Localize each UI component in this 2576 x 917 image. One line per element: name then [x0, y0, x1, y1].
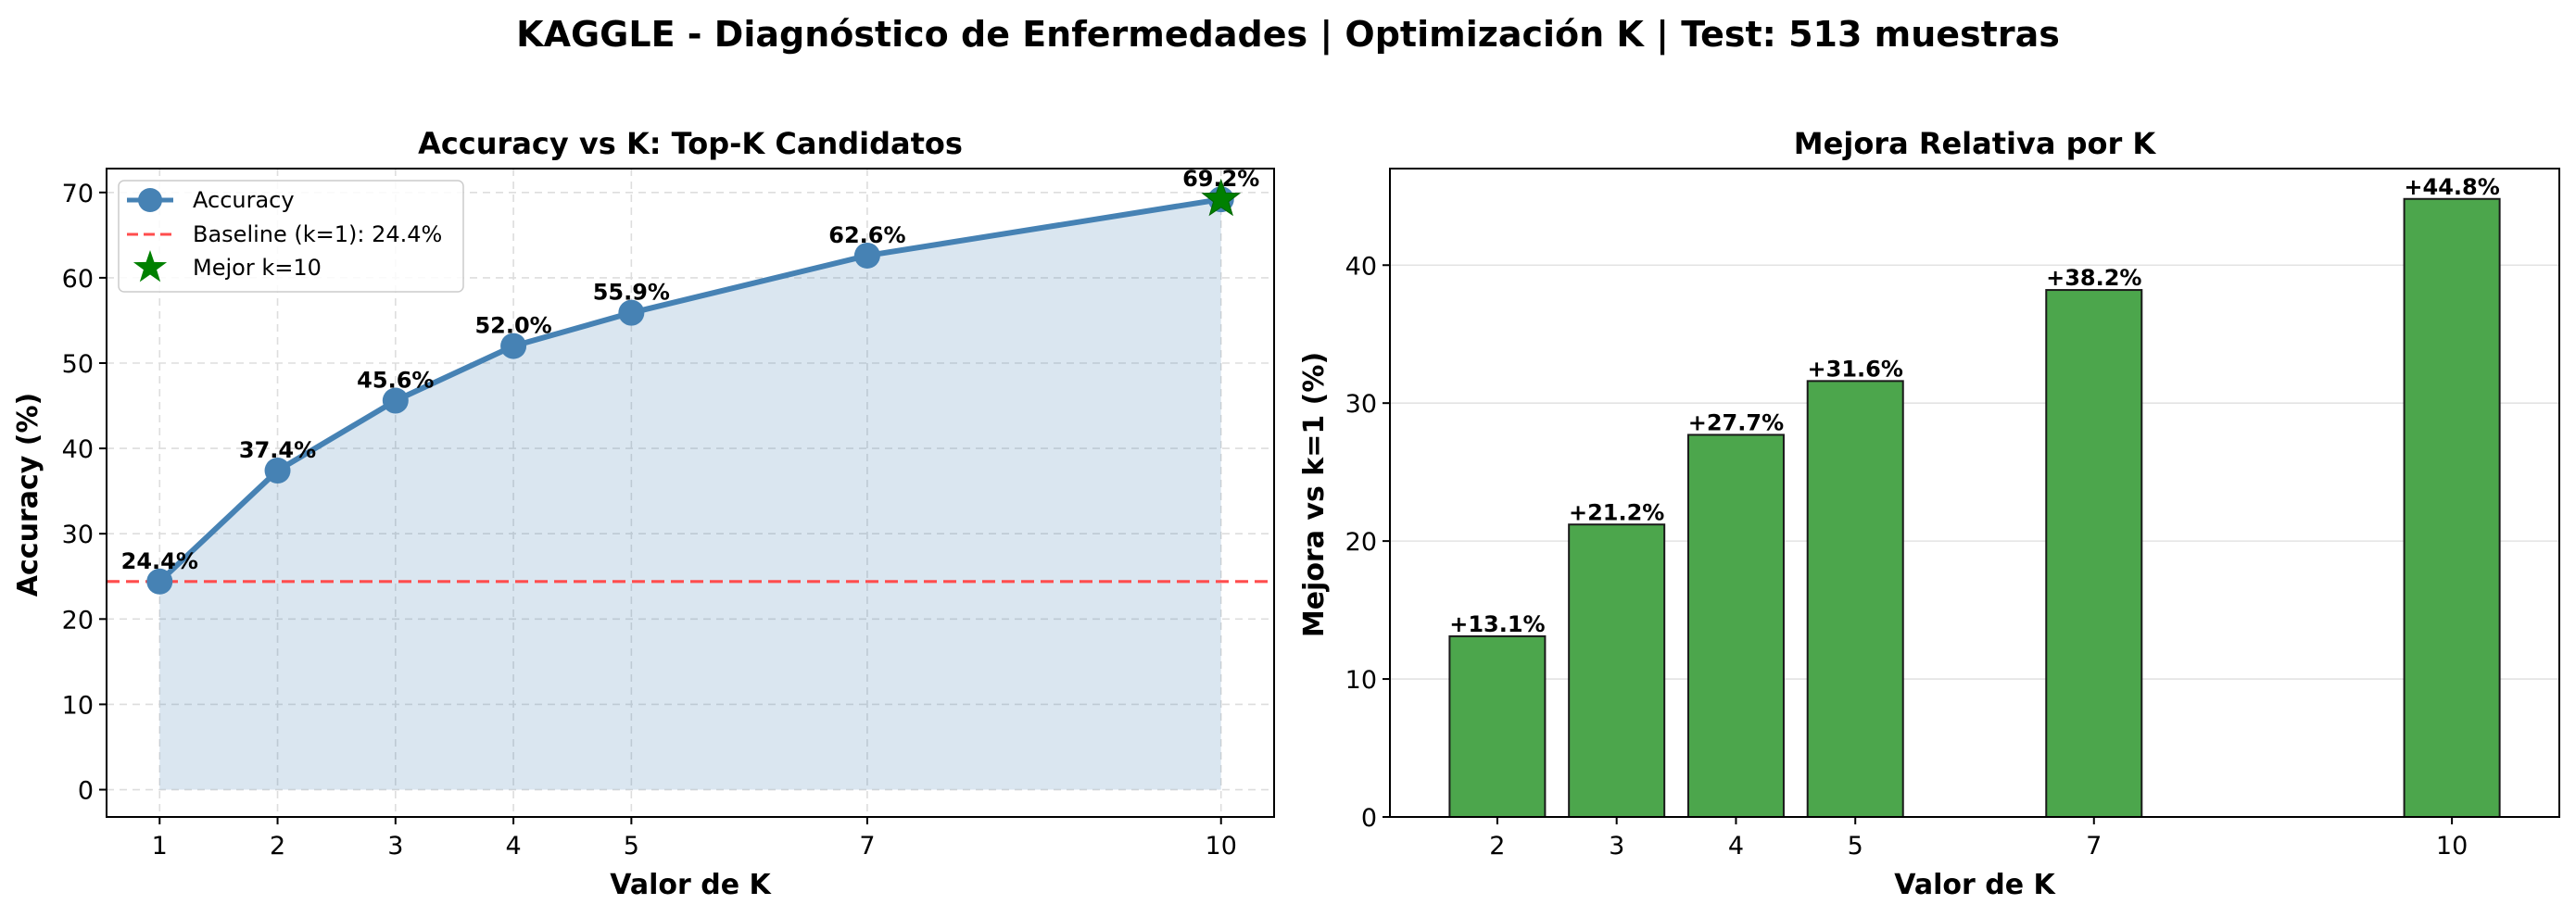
- legend-accuracy-label: Accuracy: [193, 187, 295, 213]
- improvement-bar-k5: [1806, 380, 1904, 818]
- legend-baseline-label: Baseline (k=1): 24.4%: [193, 221, 442, 247]
- improvement-chart: Mejora Relativa por K Valor de K Mejora …: [1298, 126, 2560, 901]
- accuracy-point-k1: [146, 568, 173, 595]
- improvement-label-k7: +38.2%: [2046, 265, 2141, 291]
- chart1-xlabel: Valor de K: [610, 869, 772, 901]
- improvement-label-k5: +31.6%: [1808, 356, 1903, 382]
- chart2-ytick-label-0: 0: [1361, 804, 1377, 833]
- accuracy-label-k5: 55.9%: [593, 280, 670, 306]
- chart2-title: Mejora Relativa por K: [1794, 126, 2157, 161]
- legend-best-star: [133, 250, 168, 283]
- improvement-bar-k4: [1686, 433, 1785, 818]
- chart1-xtick-label-5: 7: [859, 832, 875, 860]
- chart2-xtick-label-2: 4: [1728, 832, 1744, 860]
- improvement-bar-k10: [2403, 197, 2501, 819]
- chart1-ytick-label-1: 10: [62, 691, 94, 720]
- chart1-area-fill: [159, 199, 1221, 790]
- chart1-ytick-label-4: 40: [62, 435, 94, 464]
- chart1-ytick-label-2: 20: [62, 606, 94, 634]
- accuracy-label-k2: 37.4%: [239, 437, 316, 463]
- chart2-xtick-label-0: 2: [1489, 832, 1505, 860]
- chart2-ytick-label-1: 10: [1345, 666, 1377, 695]
- chart1-legend: Accuracy Baseline (k=1): 24.4% Mejor k=10: [118, 180, 464, 293]
- chart1-xtick-label-3: 4: [505, 832, 521, 860]
- accuracy-label-k7: 62.6%: [828, 222, 905, 248]
- chart2-xtick-label-3: 5: [1848, 832, 1863, 860]
- improvement-bar-k3: [1568, 523, 1666, 818]
- chart1-title: Accuracy vs K: Top-K Candidatos: [418, 126, 963, 161]
- legend-accuracy-marker: [138, 188, 162, 212]
- accuracy-label-k1: 24.4%: [121, 548, 198, 574]
- chart2-xlabel: Valor de K: [1894, 869, 2056, 901]
- chart1-xtick-label-1: 2: [270, 832, 285, 860]
- figure-title: KAGGLE - Diagnóstico de Enfermedades | O…: [516, 14, 2060, 56]
- chart2-xtick-label-5: 10: [2436, 832, 2468, 860]
- accuracy-point-k2: [264, 458, 291, 484]
- improvement-label-k4: +27.7%: [1688, 409, 1784, 435]
- chart1-xtick-label-6: 10: [1206, 832, 1237, 860]
- chart1-ylabel: Accuracy (%): [12, 393, 44, 597]
- improvement-label-k3: +21.2%: [1569, 499, 1664, 525]
- chart1-xtick-label-0: 1: [152, 832, 168, 860]
- chart2-ylabel: Mejora vs k=1 (%): [1298, 352, 1331, 637]
- chart2-xtick-label-4: 7: [2086, 832, 2102, 860]
- accuracy-point-k5: [618, 299, 645, 326]
- best-k-star: [1201, 178, 1242, 217]
- chart2-frame: [1389, 168, 2560, 818]
- chart1-ytick-label-5: 50: [62, 350, 94, 379]
- chart1-ytick-label-0: 0: [78, 777, 94, 806]
- chart1-ytick-label-6: 60: [62, 265, 94, 294]
- chart2-ytick-label-3: 30: [1345, 390, 1377, 419]
- accuracy-label-k3: 45.6%: [357, 368, 434, 394]
- chart1-xtick-label-2: 3: [387, 832, 403, 860]
- accuracy-point-k4: [500, 333, 527, 359]
- improvement-bar-k7: [2045, 289, 2143, 818]
- improvement-label-k10: +44.8%: [2404, 174, 2499, 200]
- legend-best-label: Mejor k=10: [193, 255, 322, 281]
- accuracy-chart: Accuracy vs K: Top-K Candidatos Valor de…: [12, 126, 1275, 901]
- chart1-xtick-label-4: 5: [624, 832, 639, 860]
- chart2-ytick-label-4: 40: [1345, 252, 1377, 281]
- chart1-frame: [106, 168, 1275, 818]
- chart2-xtick-label-1: 3: [1609, 832, 1624, 860]
- chart1-ytick-label-7: 70: [62, 180, 94, 208]
- accuracy-label-k4: 52.0%: [474, 313, 551, 339]
- chart1-ytick-label-3: 30: [62, 521, 94, 549]
- legend-box: [118, 180, 464, 293]
- improvement-bar-k2: [1448, 634, 1547, 818]
- improvement-label-k2: +13.1%: [1449, 611, 1545, 637]
- chart2-ytick-label-2: 20: [1345, 528, 1377, 557]
- accuracy-point-k3: [382, 387, 409, 414]
- accuracy-point-k7: [853, 242, 880, 269]
